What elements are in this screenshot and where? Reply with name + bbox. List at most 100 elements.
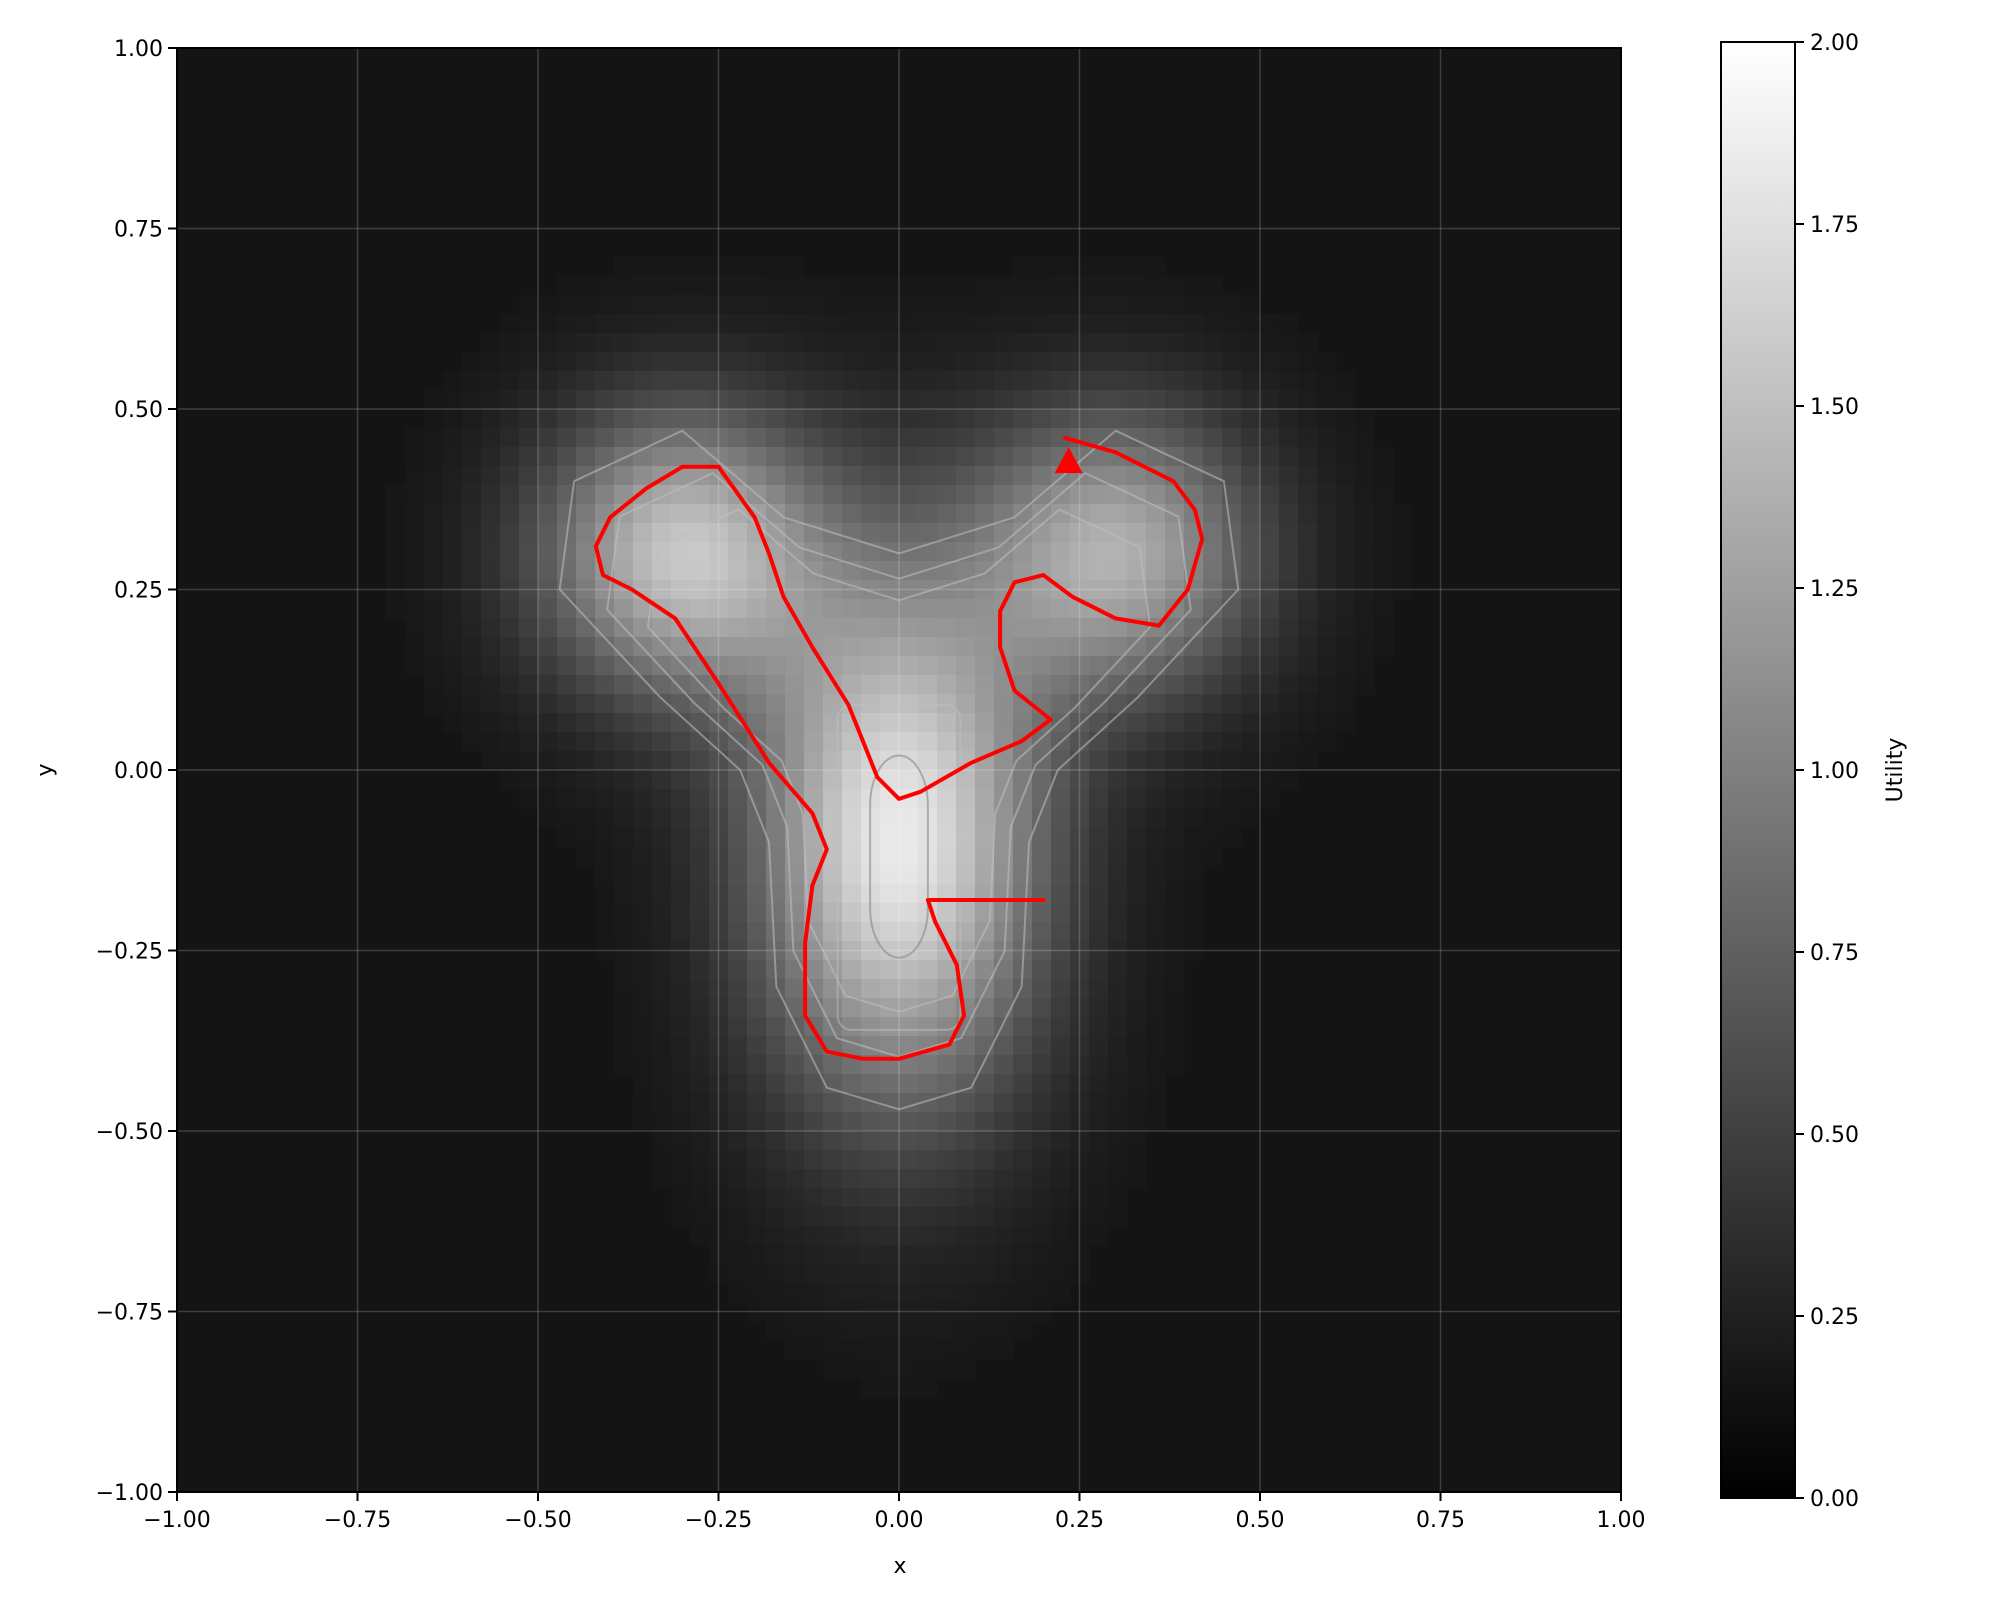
heatmap-cell <box>1070 884 1090 904</box>
heatmap-cell <box>690 542 710 562</box>
heatmap-cell <box>1032 865 1052 885</box>
heatmap-cell <box>1108 523 1128 543</box>
heatmap-cell <box>899 827 919 847</box>
heatmap-cell <box>1260 580 1280 600</box>
heatmap-cell <box>918 561 938 581</box>
heatmap-cell <box>519 352 539 372</box>
heatmap-cell <box>519 466 539 486</box>
heatmap-cell <box>747 979 767 999</box>
heatmap-cell <box>1089 656 1109 676</box>
heatmap-cell <box>1051 295 1071 315</box>
heatmap-cell <box>576 542 596 562</box>
heatmap-cell <box>462 656 482 676</box>
heatmap-cell <box>918 1169 938 1189</box>
heatmap-cell <box>386 599 406 619</box>
heatmap-cell <box>880 884 900 904</box>
heatmap-cell <box>728 276 748 296</box>
heatmap-cell <box>1051 1017 1071 1037</box>
heatmap-cell <box>1165 884 1185 904</box>
heatmap-cell <box>652 504 672 524</box>
heatmap-cell <box>614 789 634 809</box>
heatmap-cell <box>766 1169 786 1189</box>
heatmap-cell <box>785 637 805 657</box>
heatmap-cell <box>1146 352 1166 372</box>
heatmap-cell <box>1279 637 1299 657</box>
heatmap-cell <box>842 675 862 695</box>
heatmap-cell <box>861 675 881 695</box>
heatmap-cell <box>1222 295 1242 315</box>
heatmap-cell <box>709 428 729 448</box>
heatmap-cell <box>709 1245 729 1265</box>
heatmap-cell <box>880 941 900 961</box>
heatmap-cell <box>1241 409 1261 429</box>
heatmap-cell <box>1165 580 1185 600</box>
heatmap-cell <box>1013 428 1033 448</box>
heatmap-cell <box>1222 466 1242 486</box>
heatmap-cell <box>709 903 729 923</box>
heatmap-cell <box>1165 409 1185 429</box>
heatmap-cell <box>614 257 634 277</box>
heatmap-cell <box>1203 599 1223 619</box>
heatmap-cell <box>557 770 577 790</box>
heatmap-cell <box>1013 352 1033 372</box>
heatmap-cell <box>937 1131 957 1151</box>
heatmap-cell <box>595 295 615 315</box>
heatmap-cell <box>899 922 919 942</box>
heatmap-cell <box>614 846 634 866</box>
heatmap-cell <box>1127 390 1147 410</box>
heatmap-cell <box>861 637 881 657</box>
heatmap-cell <box>975 1340 995 1360</box>
heatmap-cell <box>1032 732 1052 752</box>
heatmap-cell <box>918 485 938 505</box>
heatmap-cell <box>1241 580 1261 600</box>
heatmap-cell <box>1089 960 1109 980</box>
heatmap-cell <box>899 276 919 296</box>
heatmap-cell <box>671 1036 691 1056</box>
heatmap-cell <box>519 637 539 657</box>
heatmap-cell <box>728 466 748 486</box>
heatmap-cell <box>956 409 976 429</box>
heatmap-cell <box>804 675 824 695</box>
heatmap-cell <box>766 903 786 923</box>
heatmap-cell <box>443 428 463 448</box>
heatmap-cell <box>557 504 577 524</box>
heatmap-cell <box>1146 1036 1166 1056</box>
heatmap-cell <box>785 903 805 923</box>
heatmap-cell <box>462 371 482 391</box>
heatmap-cell <box>880 1093 900 1113</box>
heatmap-cell <box>766 504 786 524</box>
heatmap-cell <box>1013 257 1033 277</box>
heatmap-cell <box>728 1055 748 1075</box>
heatmap-cell <box>823 1321 843 1341</box>
heatmap-cell <box>880 1207 900 1227</box>
heatmap-cell <box>804 1245 824 1265</box>
heatmap-cell <box>671 846 691 866</box>
heatmap-cell <box>1051 333 1071 353</box>
heatmap-cell <box>975 1264 995 1284</box>
heatmap-cell <box>766 884 786 904</box>
heatmap-cell <box>747 599 767 619</box>
heatmap-cell <box>1108 1017 1128 1037</box>
heatmap-cell <box>937 865 957 885</box>
heatmap-cell <box>614 998 634 1018</box>
heatmap-cell <box>652 656 672 676</box>
heatmap-cell <box>1032 1150 1052 1170</box>
heatmap-cell <box>462 390 482 410</box>
heatmap-cell <box>994 523 1014 543</box>
heatmap-cell <box>1203 352 1223 372</box>
heatmap-cell <box>1298 371 1318 391</box>
heatmap-cell <box>747 333 767 353</box>
heatmap-cell <box>614 675 634 695</box>
heatmap-cell <box>633 314 653 334</box>
x-axis-label: x <box>893 1554 906 1579</box>
heatmap-cell <box>633 922 653 942</box>
heatmap-cell <box>975 865 995 885</box>
heatmap-cell <box>671 675 691 695</box>
heatmap-cell <box>861 1359 881 1379</box>
x-tick-label: −0.75 <box>324 1508 391 1533</box>
heatmap-cell <box>1070 846 1090 866</box>
heatmap-cell <box>1146 409 1166 429</box>
heatmap-cell <box>1317 732 1337 752</box>
heatmap-cell <box>899 846 919 866</box>
heatmap-cell <box>1070 1036 1090 1056</box>
